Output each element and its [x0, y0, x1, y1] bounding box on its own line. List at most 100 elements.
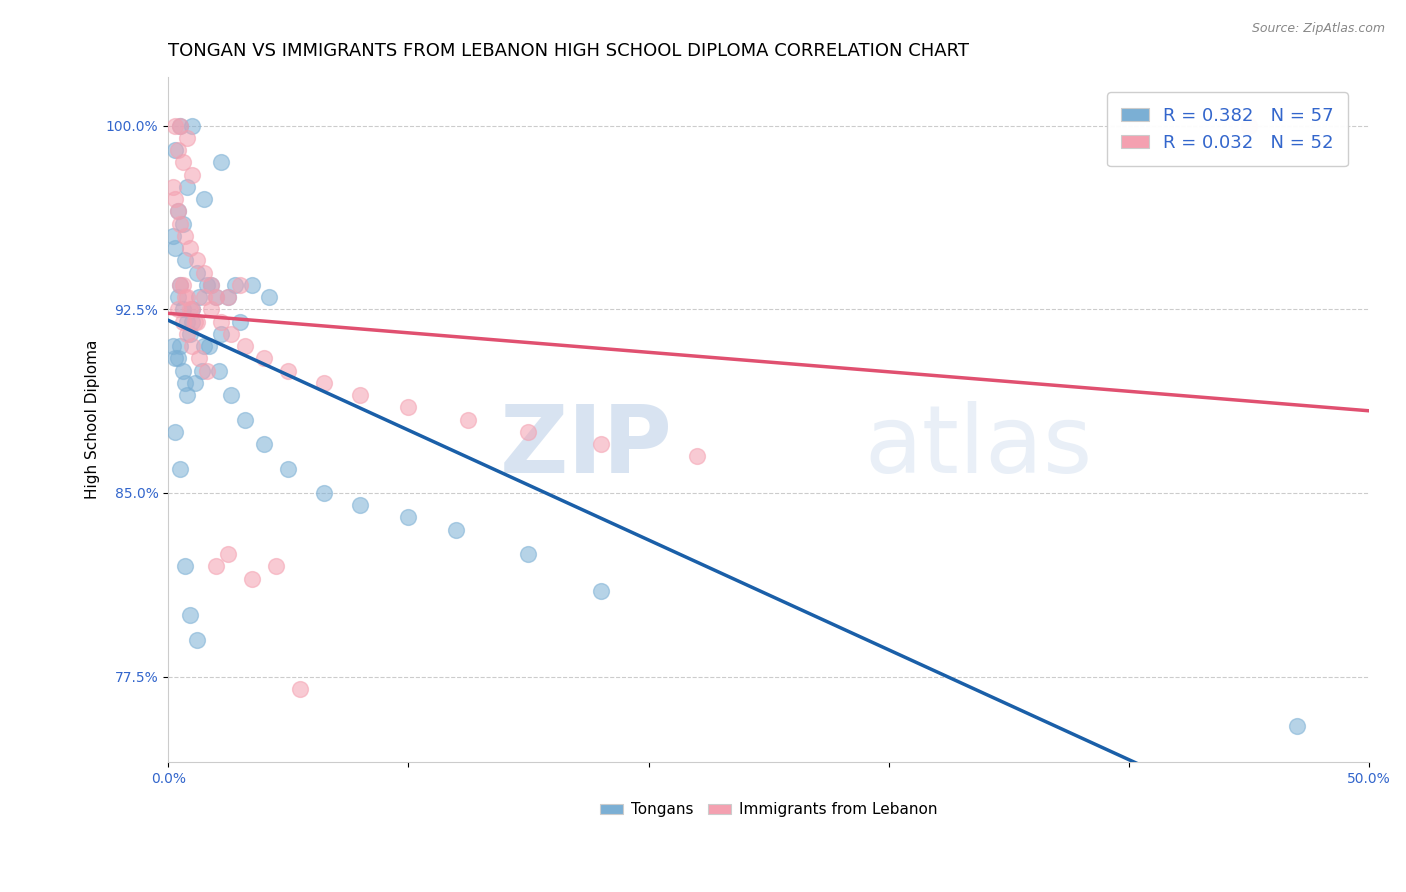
Point: [172, 277, 194, 292]
Point: [200, 302, 222, 317]
Point: [217, 290, 239, 304]
Point: [277, 363, 299, 377]
Point: [176, 290, 198, 304]
Point: [277, 461, 299, 475]
Point: [195, 277, 218, 292]
Point: [193, 192, 215, 206]
Point: [1286, 719, 1309, 733]
Point: [172, 363, 194, 377]
Point: [589, 437, 612, 451]
Point: [181, 168, 204, 182]
Text: ZIP: ZIP: [499, 401, 672, 493]
Point: [176, 131, 198, 145]
Point: [162, 339, 184, 353]
Point: [166, 143, 188, 157]
Point: [240, 572, 263, 586]
Text: Source: ZipAtlas.com: Source: ZipAtlas.com: [1251, 22, 1385, 36]
Point: [195, 363, 218, 377]
Point: [172, 302, 194, 317]
Point: [166, 351, 188, 366]
Point: [224, 277, 246, 292]
Point: [193, 290, 215, 304]
Point: [179, 326, 201, 341]
Text: atlas: atlas: [865, 401, 1092, 493]
Point: [166, 290, 188, 304]
Point: [396, 510, 419, 524]
Point: [176, 326, 198, 341]
Point: [188, 351, 211, 366]
Point: [517, 547, 540, 561]
Point: [257, 290, 280, 304]
Point: [165, 119, 187, 133]
Point: [169, 461, 191, 475]
Point: [165, 351, 187, 366]
Point: [205, 290, 228, 304]
Point: [181, 314, 204, 328]
Point: [314, 486, 336, 500]
Point: [162, 179, 184, 194]
Point: [165, 192, 187, 206]
Point: [165, 241, 187, 255]
Point: [200, 277, 222, 292]
Point: [233, 412, 256, 426]
Point: [179, 302, 201, 317]
Point: [169, 119, 191, 133]
Point: [253, 437, 276, 451]
Point: [349, 498, 371, 512]
Point: [191, 363, 214, 377]
Point: [205, 290, 228, 304]
Point: [219, 326, 242, 341]
Point: [186, 314, 208, 328]
Point: [166, 204, 188, 219]
Point: [179, 241, 201, 255]
Point: [229, 277, 252, 292]
Point: [162, 228, 184, 243]
Point: [685, 449, 707, 463]
Point: [589, 584, 612, 599]
Point: [208, 363, 231, 377]
Point: [457, 412, 479, 426]
Point: [198, 339, 221, 353]
Point: [396, 401, 419, 415]
Point: [183, 314, 205, 328]
Point: [209, 155, 232, 169]
Point: [314, 376, 336, 390]
Point: [266, 559, 288, 574]
Point: [172, 314, 194, 328]
Point: [193, 266, 215, 280]
Point: [217, 547, 239, 561]
Point: [169, 277, 191, 292]
Point: [174, 228, 197, 243]
Point: [176, 179, 198, 194]
Point: [176, 314, 198, 328]
Point: [172, 155, 194, 169]
Point: [229, 314, 252, 328]
Point: [205, 559, 228, 574]
Point: [165, 143, 187, 157]
Point: [186, 632, 208, 647]
Point: [183, 376, 205, 390]
Point: [172, 217, 194, 231]
Point: [209, 326, 232, 341]
Point: [186, 253, 208, 268]
Point: [166, 204, 188, 219]
Point: [446, 523, 468, 537]
Point: [179, 608, 201, 623]
Text: TONGAN VS IMMIGRANTS FROM LEBANON HIGH SCHOOL DIPLOMA CORRELATION CHART: TONGAN VS IMMIGRANTS FROM LEBANON HIGH S…: [169, 42, 969, 60]
Point: [176, 388, 198, 402]
Point: [219, 388, 242, 402]
Point: [169, 339, 191, 353]
Point: [233, 339, 256, 353]
Point: [181, 302, 204, 317]
Point: [174, 253, 197, 268]
Point: [1237, 119, 1260, 133]
Point: [181, 339, 204, 353]
Point: [217, 290, 239, 304]
Point: [240, 277, 263, 292]
Point: [174, 290, 197, 304]
Point: [193, 339, 215, 353]
Point: [165, 425, 187, 439]
Point: [169, 217, 191, 231]
Point: [188, 290, 211, 304]
Point: [253, 351, 276, 366]
